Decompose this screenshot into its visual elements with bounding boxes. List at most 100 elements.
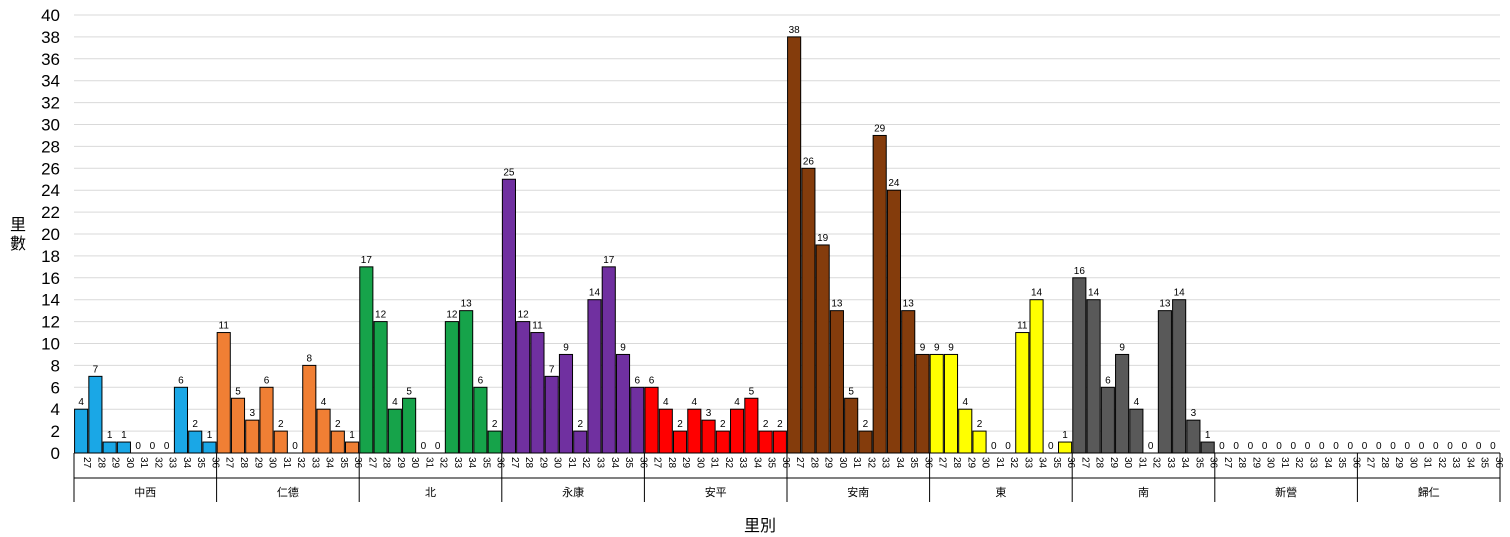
x-subcategory-label: 30 [980, 457, 991, 469]
x-subcategory-label: 34 [1464, 457, 1475, 469]
data-label: 2 [577, 419, 583, 430]
x-subcategory-label: 35 [1193, 457, 1204, 469]
x-subcategory-label: 32 [865, 457, 876, 469]
x-subcategory-label: 29 [537, 457, 548, 469]
x-subcategory-label: 27 [1222, 457, 1233, 469]
data-label: 0 [135, 441, 141, 452]
y-tick-label: 16 [41, 269, 60, 288]
bar [886, 189, 902, 454]
data-label: 0 [150, 441, 156, 452]
x-subcategory-label: 27 [937, 457, 948, 469]
data-label: 38 [789, 25, 801, 36]
bar [245, 419, 260, 454]
data-label: 3 [1191, 408, 1197, 419]
gridlines [74, 14, 1500, 454]
y-axis-label-char: 數 [10, 234, 26, 253]
x-subcategory-label: 31 [709, 457, 720, 469]
data-label: 9 [934, 342, 940, 353]
data-label: 4 [962, 397, 968, 408]
bar [1072, 277, 1087, 454]
bar [844, 397, 859, 454]
data-label: 7 [549, 364, 555, 375]
y-tick-label: 30 [41, 116, 60, 135]
x-subcategory-label: 27 [1365, 457, 1376, 469]
bar [387, 408, 402, 454]
x-subcategory-label: 31 [138, 457, 149, 469]
data-label: 0 [1248, 441, 1254, 452]
x-subcategory-label: 33 [452, 457, 463, 469]
x-subcategory-label: 28 [951, 457, 962, 469]
data-label: 7 [93, 364, 99, 375]
y-tick-label: 10 [41, 335, 60, 354]
x-subcategory-label: 29 [1393, 457, 1404, 469]
bar [1186, 419, 1201, 454]
x-group-label: 歸仁 [1418, 485, 1440, 499]
data-label: 0 [1290, 441, 1296, 452]
data-label: 0 [1490, 441, 1496, 452]
bar [402, 397, 417, 454]
x-subcategory-label: 33 [737, 457, 748, 469]
bar [672, 430, 688, 454]
data-label: 0 [1447, 441, 1453, 452]
x-subcategory-label: 33 [309, 457, 320, 469]
x-subcategory-label: 27 [794, 457, 805, 469]
x-group-label: 安南 [847, 485, 869, 499]
bar [444, 321, 459, 454]
data-label: 0 [1433, 441, 1439, 452]
x-subcategory-label: 30 [1407, 457, 1418, 469]
data-label: 2 [777, 419, 783, 430]
data-label: 14 [1031, 288, 1043, 299]
data-label: 2 [720, 419, 726, 430]
x-subcategory-label: 30 [837, 457, 848, 469]
x-group-label: 中西 [134, 486, 156, 499]
y-tick-label: 40 [41, 6, 60, 25]
bar [715, 430, 730, 454]
data-label: 5 [406, 386, 412, 397]
x-subcategory-label: 29 [110, 457, 121, 469]
data-label: 0 [1005, 441, 1011, 452]
x-subcategory-label: 28 [523, 457, 534, 469]
x-subcategory-label: 27 [652, 457, 663, 469]
x-subcategory-label: 29 [1108, 457, 1119, 469]
x-subcategory-label: 27 [1079, 457, 1090, 469]
data-label: 5 [749, 386, 755, 397]
data-label: 11 [532, 321, 543, 332]
x-group-label: 仁德 [277, 485, 299, 499]
x-subcategory-label: 33 [1450, 457, 1461, 469]
data-label: 1 [1205, 430, 1211, 441]
data-label: 0 [421, 441, 427, 452]
bar [188, 430, 203, 454]
bar [1172, 299, 1187, 454]
bar [1058, 441, 1073, 454]
x-subcategory-label: 35 [908, 457, 919, 469]
data-label: 0 [1319, 441, 1325, 452]
bar [1029, 299, 1044, 454]
x-subcategory-label: 36 [1493, 457, 1504, 469]
data-label: 14 [1088, 288, 1100, 299]
data-label: 1 [107, 430, 113, 441]
data-label: 6 [1105, 375, 1111, 386]
bar [516, 321, 531, 454]
x-subcategory-label: 32 [580, 457, 591, 469]
data-label: 2 [192, 419, 198, 430]
data-label: 12 [446, 310, 458, 321]
x-subcategory-label: 32 [295, 457, 306, 469]
data-label: 2 [977, 419, 983, 430]
x-subcategory-label: 36 [352, 457, 363, 469]
x-subcategory-label: 29 [680, 457, 691, 469]
bar [1157, 310, 1172, 454]
data-label: 0 [1233, 441, 1239, 452]
x-subcategory-label: 30 [124, 457, 135, 469]
x-subcategory-label: 31 [851, 457, 862, 469]
x-subcategory-label: 36 [780, 457, 791, 469]
data-label: 2 [492, 419, 498, 430]
x-subcategory-label: 34 [894, 457, 905, 469]
x-subcategory-label: 31 [1422, 457, 1433, 469]
bar [1015, 332, 1030, 454]
y-tick-label: 12 [41, 313, 60, 332]
bar [1200, 441, 1215, 454]
x-subcategory-label: 35 [195, 457, 206, 469]
x-subcategory-label: 36 [922, 457, 933, 469]
data-label: 0 [292, 441, 298, 452]
x-group-label: 永康 [562, 485, 584, 499]
